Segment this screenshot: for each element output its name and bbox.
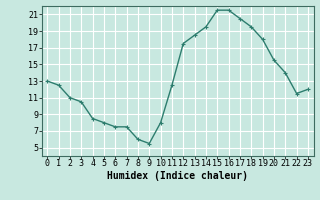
X-axis label: Humidex (Indice chaleur): Humidex (Indice chaleur) (107, 171, 248, 181)
